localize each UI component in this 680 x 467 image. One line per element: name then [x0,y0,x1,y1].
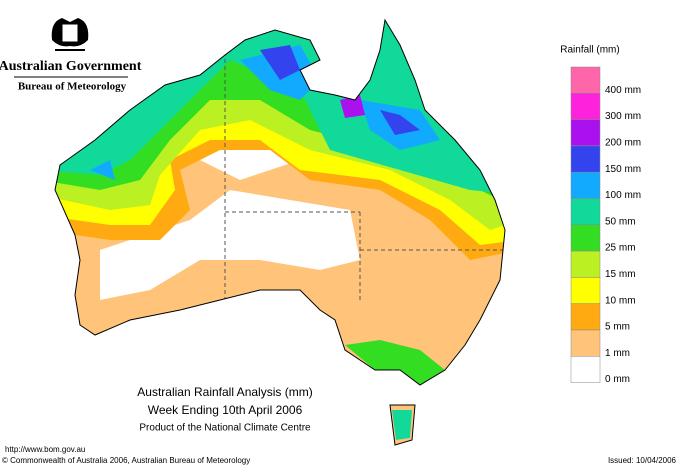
map-title: Australian Rainfall Analysis (mm) [137,385,312,399]
australia [55,20,505,445]
legend-title: Rainfall (mm) [560,45,619,56]
legend-label: 50 mm [605,216,636,227]
legend-swatch [570,198,601,226]
copyright: © Commonwealth of Australia 2006, Austra… [2,456,250,465]
legend-label: 100 mm [605,190,641,201]
crest [51,18,89,51]
legend-label: 400 mm [605,85,641,96]
legend-swatch [570,119,601,147]
legend-swatch [570,329,601,357]
issued: Issued: 10/04/2006 [608,456,677,465]
legend-swatch [570,145,601,173]
legend-swatch [570,171,601,199]
legend-label: 300 mm [605,111,641,122]
map-credit: Product of the National Climate Centre [139,423,311,434]
coastline [54,18,506,446]
bureau: Bureau of Meteorology [18,81,127,93]
legend-swatch [570,277,601,304]
url: http://www.bom.gov.au [5,445,85,454]
legend-swatch [570,66,601,94]
legend-swatch [570,303,601,331]
legend-label: 1 mm [605,348,630,359]
legend-label: 15 mm [605,269,636,280]
legend-label: 10 mm [605,295,636,306]
legend-label: 150 mm [605,164,641,175]
legend-swatch [570,224,601,252]
legend-swatch [570,93,601,120]
legend-label: 0 mm [605,374,630,385]
legend: 400 mm 300 mm 200 mm 150 mm 100 mm 50 mm 25 mm… [570,66,641,385]
legend-swatch [570,250,601,278]
legend-label: 25 mm [605,243,636,254]
legend-label: 200 mm [605,138,641,149]
legend-label: 5 mm [605,322,630,333]
government: Australian Government [0,59,142,74]
map-subtitle: Week Ending 10th April 2006 [148,403,303,417]
legend-swatch [570,356,601,383]
